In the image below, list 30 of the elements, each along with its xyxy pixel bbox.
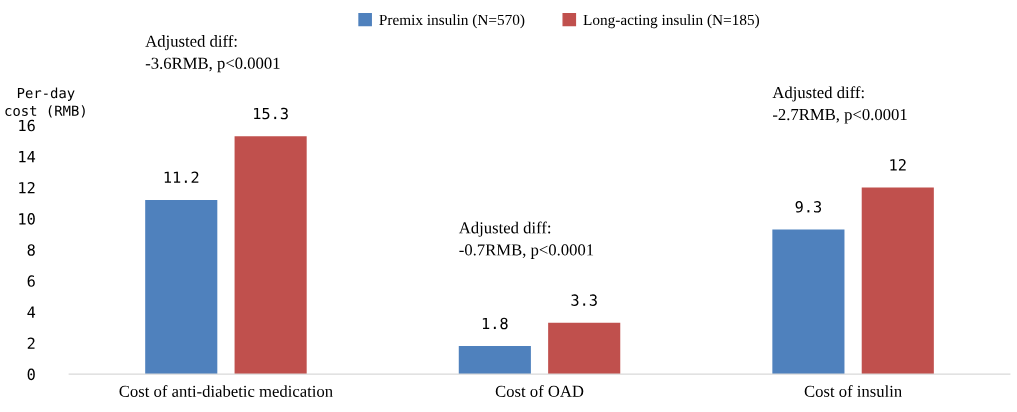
bar [145,199,218,375]
data-label: 12 [890,159,906,171]
y-tick-label: 6 [27,275,35,287]
data-label: 15.3 [254,107,288,120]
y-axis-title: Per-day cost (RMB) [5,87,85,118]
legend-label: Premix insulin (N=570) [379,14,525,29]
y-tick-label: 10 [19,213,35,225]
y-tick-label: 16 [19,119,35,132]
bar [234,136,307,375]
bar [861,187,934,375]
annotation: Adjusted diff: -0.7RMB, p<0.0001 [458,221,594,259]
text: Adjusted diff: -3.6RMB, p<0.0001 [145,34,280,73]
y-tick-label: 2 [27,337,35,349]
y-tick-label: 14 [19,151,36,163]
bar [458,346,531,375]
y-tick-label: 8 [27,244,35,256]
y-tick-label: 4 [27,306,36,318]
bar [548,322,621,375]
text: Adjusted diff: -2.7RMB, p<0.0001 [772,86,907,124]
x-tick-label: Cost of insulin [804,385,902,397]
y-tick-label: 12 [19,181,35,194]
y-tick-label: 0 [27,368,35,381]
data-label: 11.2 [164,171,199,183]
data-label: 3.3 [571,294,597,306]
legend-label: Long-acting insulin (N=185) [583,14,760,29]
data-label: 1.8 [482,317,508,330]
bar [772,229,845,375]
data-label: 9.3 [795,201,822,213]
x-tick-label: Cost of anti-diabetic medication [119,385,333,397]
x-tick-label: Cost of OAD [495,385,584,397]
